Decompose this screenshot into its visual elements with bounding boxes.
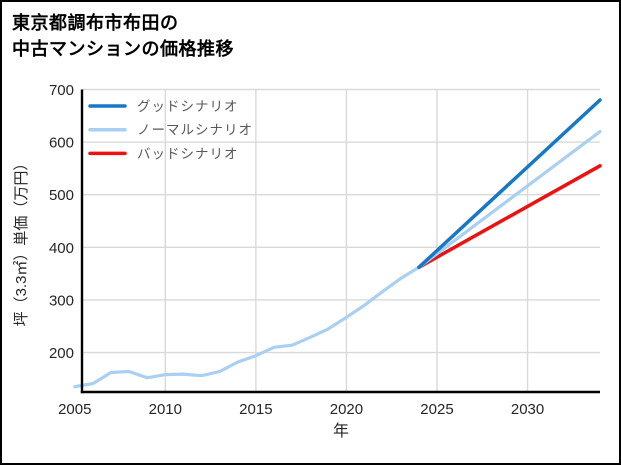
y-tick-label-700: 700 <box>49 82 74 99</box>
x-tick-label-2005: 2005 <box>58 401 91 418</box>
x-tick-label-2020: 2020 <box>330 401 363 418</box>
y-tick-label-400: 400 <box>49 240 74 257</box>
chart-title-line1: 東京都調布市布田の <box>12 13 179 33</box>
series-line-bad <box>417 164 602 270</box>
legend-label-normal: ノーマルシナリオ <box>137 123 253 138</box>
tick-labels-layer: 200 300 400 500 600 700 2005 2010 2015 2020 2025 20… <box>49 82 544 418</box>
y-tick-label-300: 300 <box>49 292 74 309</box>
y-tick-label-200: 200 <box>49 345 74 362</box>
axis-spines <box>80 89 600 394</box>
grid-layer <box>82 88 600 392</box>
x-tick-label-2015: 2015 <box>239 401 272 418</box>
series-line-good <box>417 98 602 270</box>
series-layer <box>73 98 602 389</box>
x-tick-label-2010: 2010 <box>149 401 182 418</box>
legend-label-bad: バッドシナリオ <box>137 146 239 161</box>
y-tick-label-600: 600 <box>49 135 74 152</box>
x-tick-label-2030: 2030 <box>511 401 544 418</box>
series-line-normal <box>73 130 602 389</box>
x-axis-label: 年 <box>333 422 349 440</box>
legend-label-good: グッドシナリオ <box>137 99 239 114</box>
y-tick-label-500: 500 <box>49 187 74 204</box>
chart-title-line2: 中古マンションの価格推移 <box>12 39 234 59</box>
y-axis-label: 坪（3.3㎡）単価（万円） <box>13 156 30 327</box>
x-tick-label-2025: 2025 <box>420 401 453 418</box>
chart-title: 東京都調布市布田の 中古マンションの価格推移 <box>12 10 234 62</box>
